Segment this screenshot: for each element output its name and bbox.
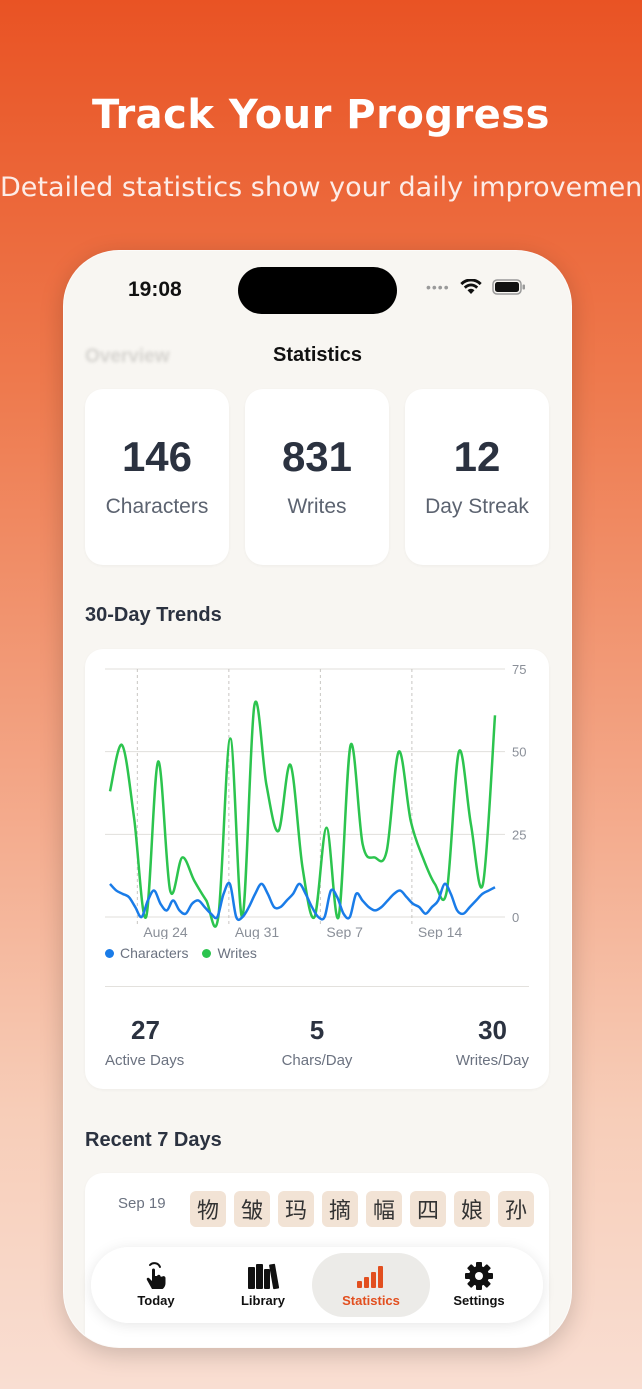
recent-date: Sep 19 (118, 1195, 166, 1212)
summary-value: 27 (131, 1015, 160, 1045)
gear-icon (465, 1262, 493, 1290)
x-tick-label: Sep 7 (326, 924, 363, 939)
char-tile[interactable]: 四 (410, 1191, 446, 1227)
char-tile[interactable]: 物 (190, 1191, 226, 1227)
summary-active-days: 27 Active Days (105, 1015, 184, 1069)
legend-item-characters: Characters (105, 945, 188, 961)
wifi-icon (459, 279, 482, 294)
series-line-writes (108, 700, 497, 928)
divider (105, 986, 529, 987)
tab-settings[interactable]: Settings (424, 1253, 534, 1317)
stat-card-writes: 831 Writes (245, 389, 389, 565)
trends-title: 30-Day Trends (85, 604, 222, 626)
summary-label: Chars/Day (281, 1052, 353, 1069)
tab-today[interactable]: Today (101, 1253, 211, 1317)
tab-label: Statistics (342, 1293, 400, 1308)
hand-tap-icon (146, 1262, 166, 1289)
legend-label: Writes (217, 945, 257, 961)
x-tick-label: Aug 24 (143, 924, 188, 939)
stat-label: Day Streak (425, 495, 529, 518)
series-line-characters (109, 881, 496, 922)
char-tile[interactable]: 摘 (322, 1191, 358, 1227)
char-tile[interactable]: 幅 (366, 1191, 402, 1227)
phone-frame: 19:08 •••• Overview Statistics 146 Chara… (63, 250, 572, 1348)
tab-bar: Today Library Statistics (91, 1247, 543, 1323)
status-icons: •••• (426, 279, 526, 295)
y-tick-label: 75 (512, 662, 526, 677)
tab-label: Settings (453, 1293, 505, 1308)
stat-label: Characters (105, 495, 209, 518)
legend-dot (105, 948, 114, 958)
stat-value: 12 (453, 433, 501, 480)
summary-label: Writes/Day (455, 1052, 529, 1069)
tab-label: Library (240, 1293, 286, 1308)
y-tick-label: 0 (512, 910, 519, 925)
nav-title: Statistics (273, 344, 362, 366)
battery-icon (491, 279, 525, 295)
tab-library[interactable]: Library (208, 1253, 318, 1317)
stat-card-day-streak: 12 Day Streak (405, 389, 549, 565)
stat-label: Writes (287, 495, 347, 518)
summary-value: 30 (478, 1015, 507, 1045)
legend-dot (202, 948, 212, 958)
char-tile[interactable]: 娘 (454, 1191, 490, 1227)
x-tick-label: Sep 14 (418, 924, 463, 939)
legend-item-writes: Writes (202, 945, 257, 961)
summary-value: 5 (309, 1015, 325, 1045)
summary-label: Active Days (105, 1052, 185, 1069)
tab-label: Today (137, 1293, 175, 1308)
status-time: 19:08 (128, 278, 182, 301)
legend-label: Characters (120, 945, 189, 961)
tab-statistics[interactable]: Statistics (312, 1253, 430, 1317)
signal-icon: •••• (426, 279, 450, 295)
trends-card: 0 25 50 75 Aug 24 Aug 31 Sep 7 Sep 14 Character… (85, 649, 549, 1089)
char-tile[interactable]: 皱 (234, 1191, 270, 1227)
nav-back-overview[interactable]: Overview (85, 346, 170, 367)
recent-char-row: 物 皱 玛 摘 幅 四 娘 孙 (190, 1191, 534, 1227)
stat-card-characters: 146 Characters (85, 389, 229, 565)
summary-chars-per-day: 5 Chars/Day (267, 1015, 367, 1069)
char-tile[interactable]: 孙 (498, 1191, 534, 1227)
stat-value: 146 (121, 433, 193, 480)
hero-subtitle: Detailed statistics show your daily impr… (0, 172, 642, 203)
chart-legend: Characters Writes (105, 945, 257, 961)
summary-writes-per-day: 30 Writes/Day (456, 1015, 529, 1069)
recent-title: Recent 7 Days (85, 1129, 222, 1151)
y-tick-label: 50 (512, 745, 526, 760)
stat-value: 831 (281, 433, 353, 480)
x-tick-label: Aug 31 (235, 924, 280, 939)
char-tile[interactable]: 玛 (278, 1191, 314, 1227)
dynamic-island (238, 267, 397, 314)
hero-title: Track Your Progress (92, 92, 550, 138)
y-tick-label: 25 (512, 827, 526, 842)
trend-chart: 0 25 50 75 Aug 24 Aug 31 Sep 7 Sep 14 (105, 662, 526, 939)
bar-chart-icon (357, 1266, 383, 1288)
books-icon (248, 1263, 280, 1290)
